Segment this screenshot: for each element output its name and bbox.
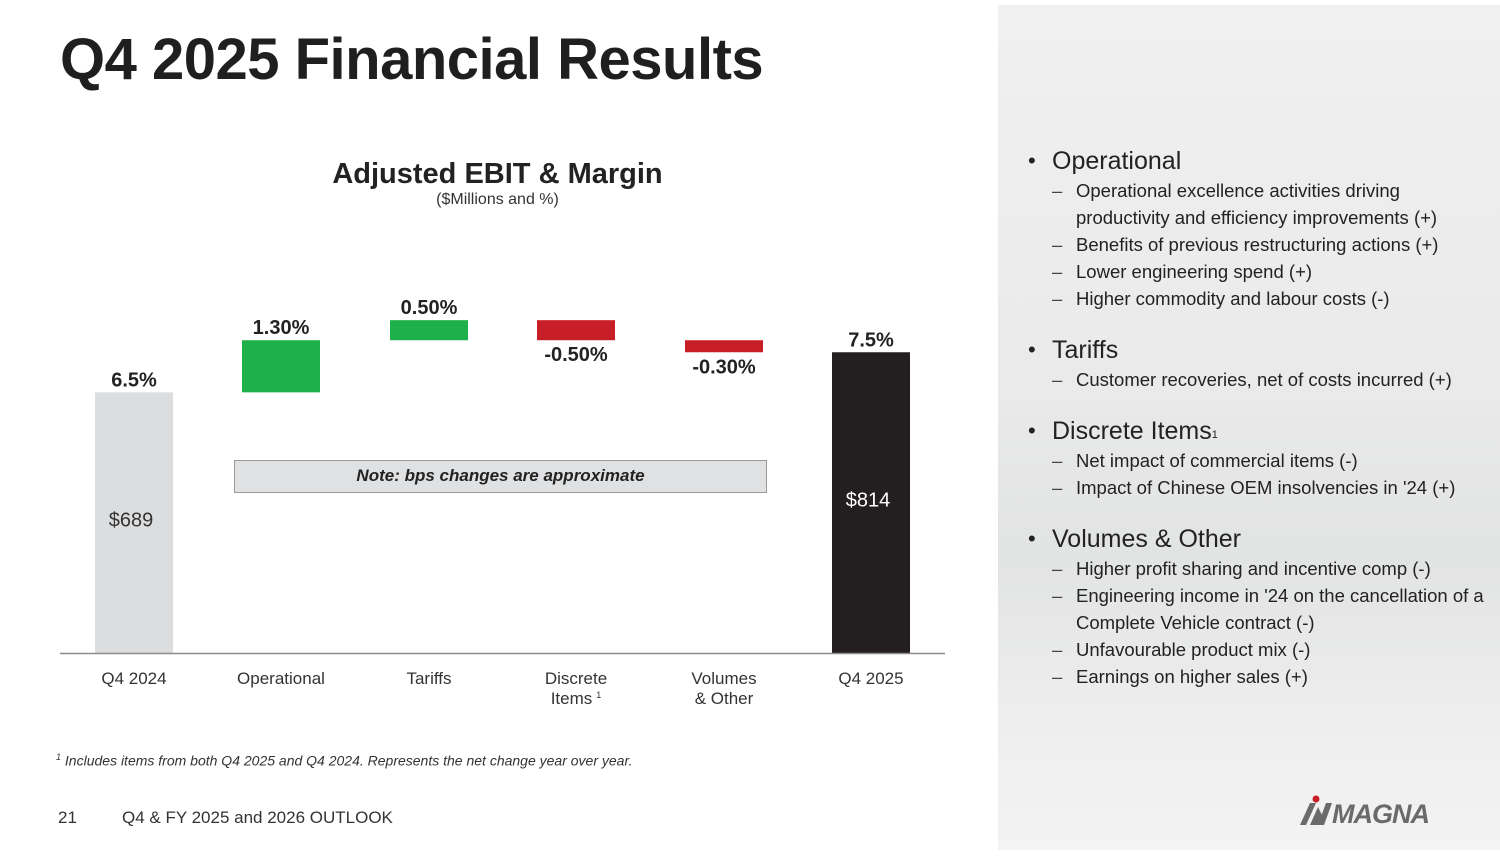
chart-note: Note: bps changes are approximate: [234, 460, 767, 493]
commentary-item: Benefits of previous restructuring actio…: [1028, 231, 1488, 258]
waterfall-chart: 6.5% $689 1.30% 0.50% -0.50% -0.30% 7.5% $814 Q4…: [60, 297, 945, 708]
commentary-group: Volumes & OtherHigher profit sharing and…: [1028, 523, 1488, 690]
footnote-text: Includes items from both Q4 2025 and Q4 …: [64, 752, 633, 769]
chart-bar-5: [832, 352, 910, 653]
commentary-item: Higher profit sharing and incentive comp…: [1028, 555, 1488, 582]
commentary-group: Discrete Items1Net impact of commercial …: [1028, 415, 1488, 501]
commentary-item: Lower engineering spend (+): [1028, 258, 1488, 285]
commentary-heading: Discrete Items1: [1028, 415, 1488, 447]
chart-bar-0: [95, 392, 173, 653]
x-tick-label-2: Tariffs: [406, 669, 451, 688]
bar-value-label-0: 6.5%: [111, 369, 157, 391]
bar-amount-label-0: $689: [109, 510, 154, 532]
commentary-item: Net impact of commercial items (-): [1028, 447, 1488, 474]
commentary-group: OperationalOperational excellence activi…: [1028, 145, 1488, 312]
page-number: 21: [58, 808, 77, 827]
bar-value-label-3: -0.50%: [544, 344, 608, 366]
chart-bar-2: [390, 320, 468, 341]
commentary-heading: Operational: [1028, 145, 1488, 177]
footnote: 1 Includes items from both Q4 2025 and Q…: [56, 752, 633, 769]
bar-value-label-2: 0.50%: [401, 297, 458, 319]
x-tick-label-line2-3: Items 1: [551, 689, 602, 708]
x-tick-label-3: Discrete: [545, 669, 607, 688]
chart-bar-1: [242, 340, 320, 393]
footnote-marker: 1: [596, 690, 601, 700]
commentary-heading: Volumes & Other: [1028, 523, 1488, 555]
commentary-item: Customer recoveries, net of costs incurr…: [1028, 366, 1488, 393]
footnote-marker: 1: [56, 752, 62, 762]
commentary-item: Earnings on higher sales (+): [1028, 663, 1488, 690]
page-title: Q4 2025 Financial Results: [60, 27, 764, 92]
commentary-item: Unfavourable product mix (-): [1028, 636, 1488, 663]
chart-subtitle: ($Millions and %): [436, 191, 559, 208]
magna-logo-icon: [1300, 795, 1332, 825]
chart-bar-4: [685, 340, 763, 353]
commentary-item: Impact of Chinese OEM insolvencies in '2…: [1028, 474, 1488, 501]
x-tick-label-0: Q4 2024: [101, 669, 166, 688]
chart-title: Adjusted EBIT & Margin: [332, 158, 663, 190]
logo-text: MAGNA: [1332, 799, 1430, 829]
footnote-marker: 1: [1211, 429, 1218, 441]
commentary-heading: Tariffs: [1028, 334, 1488, 366]
commentary-item: Operational excellence activities drivin…: [1028, 177, 1488, 231]
commentary-item: Higher commodity and labour costs (-): [1028, 285, 1488, 312]
bar-value-label-1: 1.30%: [253, 317, 310, 339]
x-tick-label-line2-4: & Other: [695, 689, 754, 708]
chart-bar-3: [537, 320, 615, 341]
x-tick-label-1: Operational: [237, 669, 325, 688]
commentary-item: Engineering income in '24 on the cancell…: [1028, 582, 1488, 636]
bar-amount-label-5: $814: [846, 490, 891, 512]
commentary-group: TariffsCustomer recoveries, net of costs…: [1028, 334, 1488, 393]
commentary-list: OperationalOperational excellence activi…: [1028, 145, 1488, 712]
deck-title: Q4 & FY 2025 and 2026 OUTLOOK: [122, 808, 393, 827]
x-tick-label-4: Volumes: [691, 669, 756, 688]
x-tick-label-5: Q4 2025: [838, 669, 903, 688]
bar-value-label-4: -0.30%: [692, 356, 756, 378]
commentary-panel: OperationalOperational excellence activi…: [998, 5, 1500, 850]
bar-value-label-5: 7.5%: [848, 329, 894, 351]
